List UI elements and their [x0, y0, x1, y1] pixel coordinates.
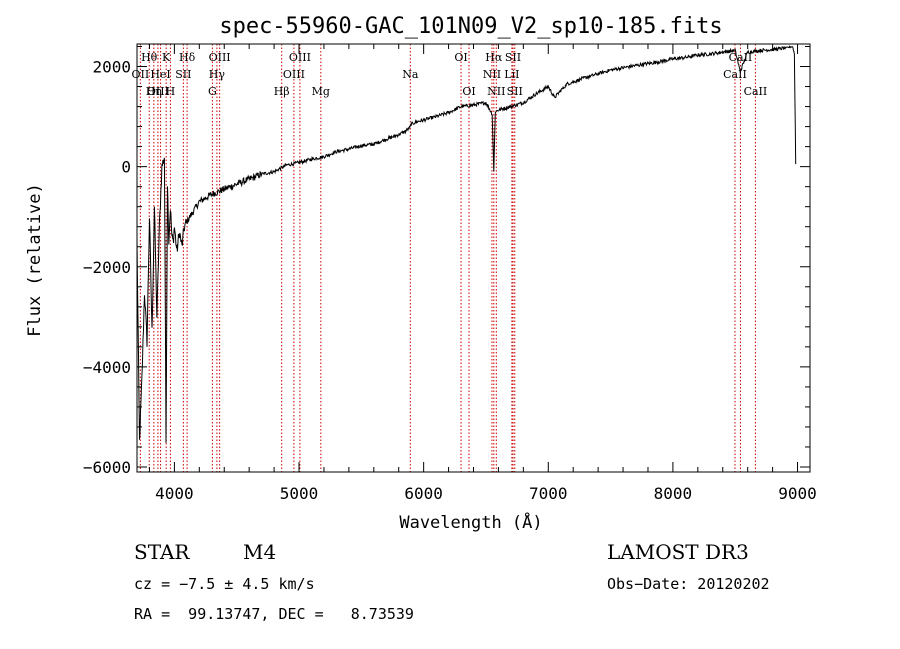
y-tick-label: 2000	[92, 58, 131, 77]
redshift-cz: cz = −7.5 ± 4.5 km/s	[134, 575, 315, 593]
line-label-sii: SII	[175, 68, 191, 81]
x-axis-ticks: 4000 5000 6000 7000 8000 9000	[148, 44, 817, 503]
line-label-hei: HeI	[150, 68, 170, 81]
line-label-sii: SII	[505, 51, 521, 64]
y-tick-label: −2000	[83, 258, 131, 277]
observation-date: Obs−Date: 20120202	[607, 575, 770, 593]
line-label-oii: OII	[132, 68, 150, 81]
footer-info: STAR M4 LAMOST DR3 cz = −7.5 ± 4.5 km/s …	[134, 540, 770, 623]
y-tick-label: 0	[121, 158, 131, 177]
line-label-hδ: Hδ	[179, 51, 196, 64]
line-label-oi: OI	[462, 85, 475, 98]
line-label-mg: Mg	[312, 85, 330, 98]
line-label-caii: CaII	[723, 68, 747, 81]
object-class: STAR	[134, 540, 190, 564]
y-axis-label: Flux (relative)	[25, 183, 45, 337]
line-label-na: Na	[402, 68, 419, 81]
line-label-caii: CaII	[744, 85, 768, 98]
line-label-hβ: Hβ	[274, 85, 290, 98]
line-label-oi: OI	[454, 51, 467, 64]
y-tick-label: −6000	[83, 458, 131, 477]
line-label-h: H	[166, 85, 176, 98]
coordinates: RA = 99.13747, DEC = 8.73539	[134, 605, 414, 623]
line-label-nii: NII	[483, 68, 501, 81]
x-axis-label: Wavelength (Å)	[399, 511, 542, 533]
line-label-sii: SII	[507, 85, 523, 98]
line-label-oiii: OIII	[283, 68, 305, 81]
x-tick-label: 9000	[778, 484, 817, 503]
x-tick-label: 5000	[280, 484, 319, 503]
survey-name: LAMOST DR3	[607, 540, 749, 564]
line-label-lii: LiI	[504, 68, 519, 81]
line-label-nii: NII	[487, 85, 505, 98]
x-tick-label: 8000	[654, 484, 693, 503]
y-axis-ticks: −6000 −4000 −2000 0 2000	[83, 46, 810, 477]
line-label-hη: Hη	[146, 85, 162, 98]
chart-title: spec-55960-GAC_101N09_V2_sp10-185.fits	[219, 14, 722, 39]
x-tick-label: 7000	[529, 484, 568, 503]
line-label-oiii: OIII	[147, 85, 169, 98]
y-tick-label: −4000	[83, 358, 131, 377]
line-label-g: G	[208, 85, 217, 98]
line-label-k: K	[162, 51, 171, 64]
line-label-oiii: OIII	[209, 51, 231, 64]
object-subclass: M4	[243, 540, 276, 564]
x-tick-label: 6000	[404, 484, 443, 503]
line-label-hα: Hα	[485, 51, 503, 64]
line-label-oiii: OIII	[289, 51, 311, 64]
plot-frame	[136, 43, 811, 473]
x-tick-label: 4000	[155, 484, 194, 503]
line-label-hγ: Hγ	[209, 68, 226, 81]
flux-series-line	[136, 45, 797, 443]
line-label-hθ: Hθ	[141, 51, 158, 64]
spectral-line-markers	[139, 44, 756, 472]
